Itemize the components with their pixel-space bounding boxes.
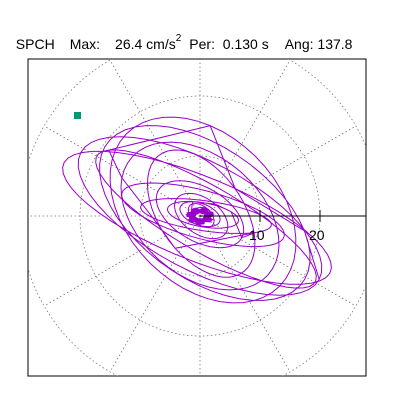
max-unit-exponent: 2	[175, 33, 182, 44]
period-value: 0.130 s	[222, 35, 269, 52]
angle-value: 137.8	[317, 35, 353, 52]
plot-frame	[27, 58, 367, 377]
trace-center-scribble	[185, 207, 215, 226]
period-label: Per:	[189, 35, 215, 52]
max-value: 26.4	[115, 35, 143, 52]
spectrum-header: SPCH Max: 26.4 cm/s2 Per: 0.130 s Ang: 137.8	[8, 14, 353, 53]
motion-trace	[62, 116, 332, 304]
max-unit: cm/s	[146, 35, 176, 52]
start-point-marker	[74, 112, 81, 119]
max-label: Max:	[69, 35, 101, 52]
angle-label: Ang:	[284, 35, 314, 52]
axis-tick-label-10: 10	[249, 227, 265, 243]
axis-tick-label-20: 20	[309, 227, 325, 243]
station-code: SPCH	[15, 35, 55, 52]
